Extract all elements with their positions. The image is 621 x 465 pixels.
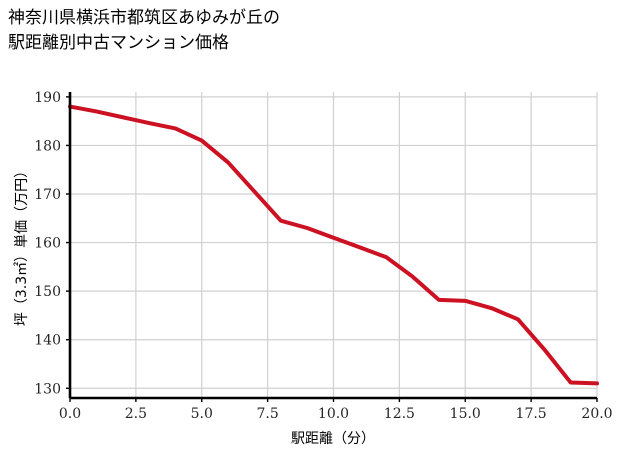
data-line: [68, 104, 599, 386]
x-tick-label: 2.5: [125, 406, 147, 422]
x-tick-label: 0.0: [59, 406, 81, 422]
data-series-group: [68, 104, 599, 386]
x-tick-label: 7.5: [256, 406, 278, 422]
x-tick-label: 5.0: [191, 406, 213, 422]
x-tick-label: 15.0: [450, 406, 481, 422]
chart-title-line1: 神奈川県横浜市都筑区あゆみが丘の: [8, 8, 280, 28]
x-tick-label: 10.0: [318, 406, 349, 422]
y-tick-label: 190: [34, 90, 61, 106]
x-tick-label: 12.5: [384, 406, 415, 422]
y-tick-label: 150: [34, 284, 61, 300]
y-tick-label: 130: [34, 381, 61, 397]
x-tick-group: 0.0 2.5 5.0 7.5 10.0 12.5 15.0 17.5 20.0: [59, 398, 613, 422]
y-axis-title: 坪（3.3㎡）単価（万円）: [14, 164, 30, 326]
chart-title-line2: 駅距離別中古マンション価格: [8, 33, 229, 53]
y-tick-label: 170: [34, 187, 61, 203]
y-tick-label: 160: [34, 236, 61, 252]
x-tick-label: 20.0: [581, 406, 612, 422]
y-tick-group: 130 140 150 160 170 180 190: [34, 90, 70, 397]
chart-title: 神奈川県横浜市都筑区あゆみが丘の 駅距離別中古マンション価格: [8, 6, 488, 56]
y-tick-label: 140: [34, 333, 61, 349]
x-axis-title: 駅距離（分）: [291, 430, 375, 447]
y-tick-label: 180: [34, 138, 61, 154]
gridlines-group: [69, 92, 598, 398]
x-tick-label: 17.5: [516, 406, 547, 422]
